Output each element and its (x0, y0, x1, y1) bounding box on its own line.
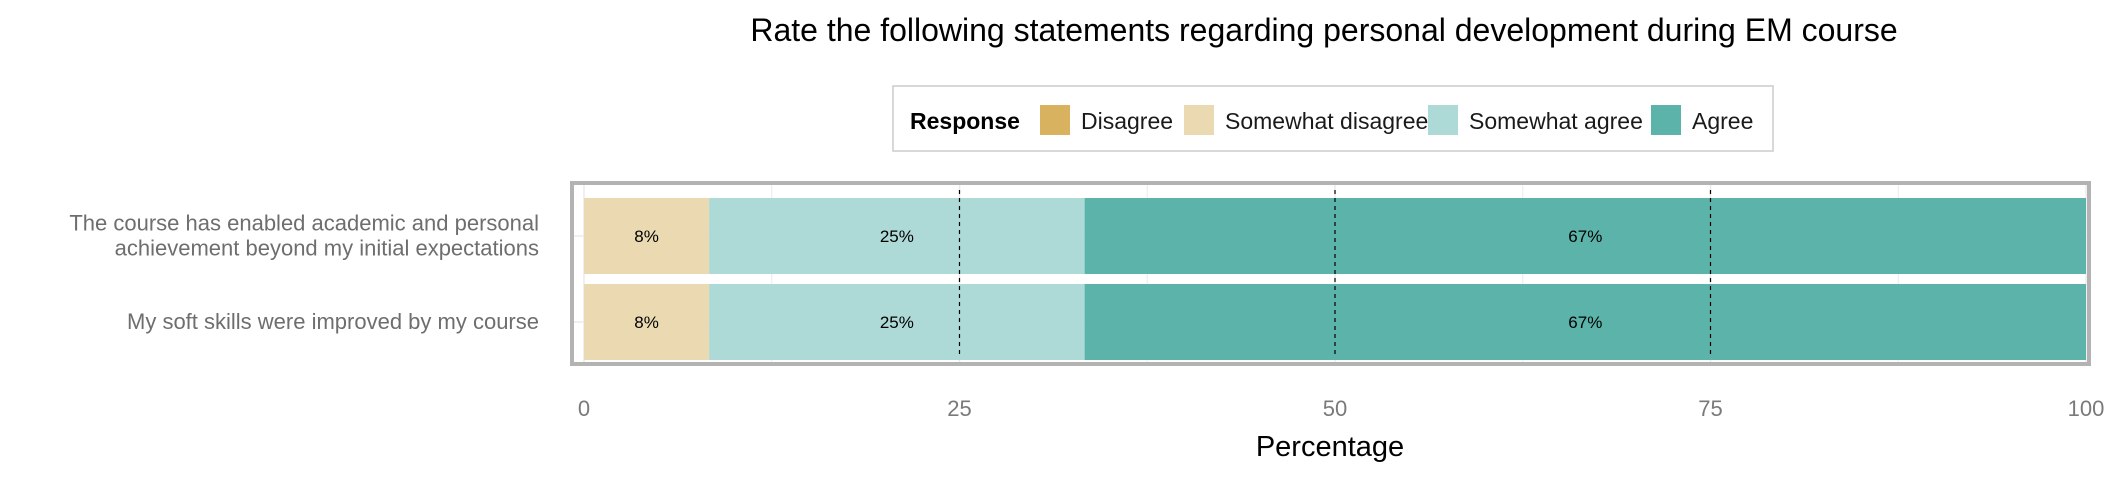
x-tick-label: 0 (578, 396, 590, 421)
data-label: 67% (1568, 227, 1602, 246)
x-tick-label: 100 (2068, 396, 2105, 421)
panel-border (570, 181, 2091, 366)
bar-agree-1 (1084, 284, 2086, 360)
chart-title: Rate the following statements regarding … (750, 12, 1897, 48)
x-axis-title: Percentage (1256, 431, 1404, 463)
x-tick-label: 25 (947, 396, 971, 421)
legend-title: Response (910, 108, 1020, 134)
legend-label: Somewhat disagree (1225, 108, 1428, 134)
bar-somewhat-disagree-1 (584, 284, 710, 360)
category-label: My soft skills were improved by my cours… (127, 309, 539, 334)
legend-key-3 (1651, 105, 1681, 135)
plot-area: 8% 25% 67% 8% 25% 67% (570, 181, 2091, 366)
legend-key-1 (1184, 105, 1214, 135)
data-label: 8% (634, 313, 659, 332)
bar-somewhat-disagree-0 (584, 198, 710, 274)
legend-label: Agree (1692, 108, 1753, 134)
legend-label: Disagree (1081, 108, 1173, 134)
data-label: 67% (1568, 313, 1602, 332)
legend-label: Somewhat agree (1469, 108, 1643, 134)
legend-key-0 (1040, 105, 1070, 135)
data-label: 25% (880, 227, 914, 246)
x-tick-label: 50 (1323, 396, 1347, 421)
x-tick-label: 75 (1698, 396, 1722, 421)
legend-key-2 (1428, 105, 1458, 135)
bar-somewhat-agree-0 (709, 198, 1085, 274)
legend-box (892, 85, 1774, 152)
data-label: 25% (880, 313, 914, 332)
legend: Response Disagree Somewhat disagree Somewh… (892, 85, 1774, 152)
data-label: 8% (634, 227, 659, 246)
category-label: The course has enabled academic and pers… (69, 211, 539, 236)
bar-somewhat-agree-1 (709, 284, 1085, 360)
category-label: achievement beyond my initial expectatio… (115, 236, 539, 261)
bar-agree-0 (1084, 198, 2086, 274)
